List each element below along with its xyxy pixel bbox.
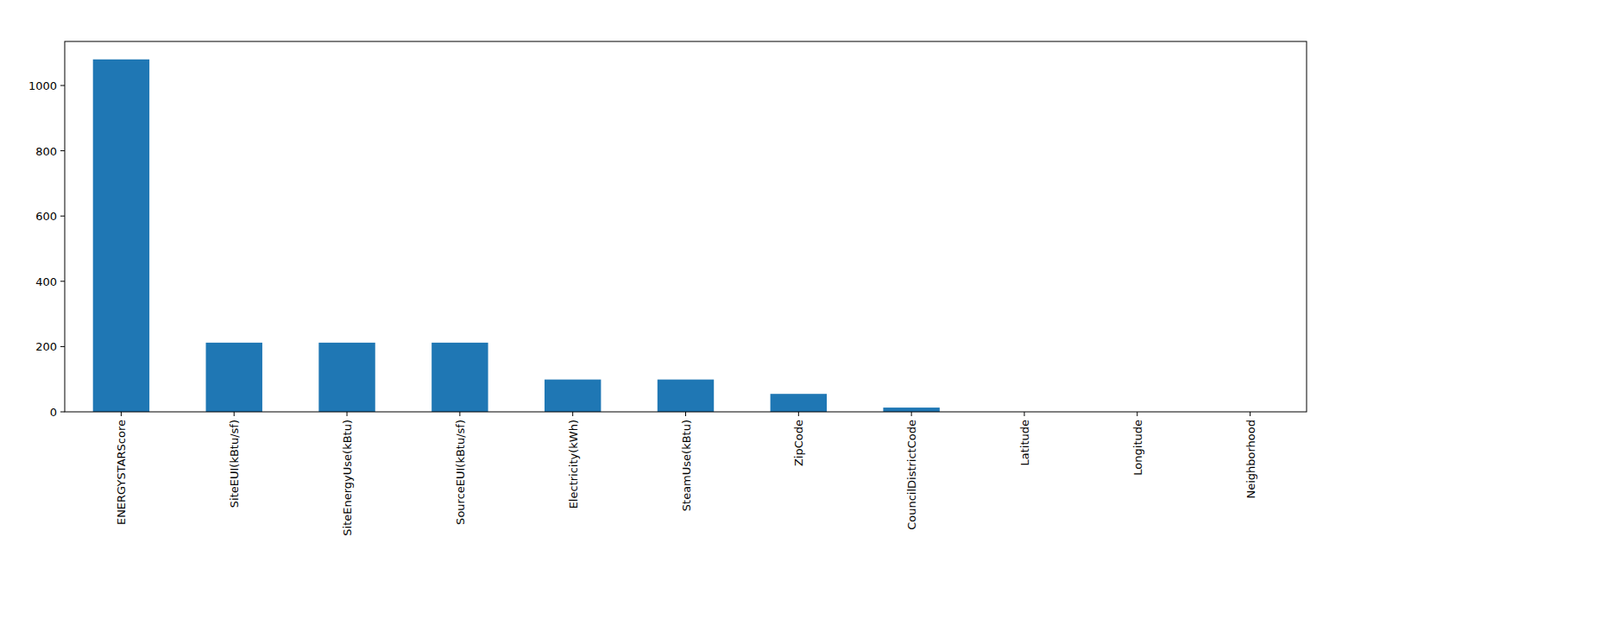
bar [770,393,827,412]
bar [544,379,601,412]
x-tick-label: Neighborhood [1244,419,1258,499]
x-tick [233,411,235,416]
y-tick [60,346,65,347]
x-tick [685,411,687,416]
bar [318,342,375,412]
y-tick [60,215,65,217]
chart: 0 200 400 600 800 1000 ENERGYSTARScore SiteEUI(… [0,0,1600,632]
bar [431,342,488,412]
y-tick-label: 600 [35,209,57,223]
x-tick [572,411,574,416]
x-tick-label: SteamUse(kBtu) [680,419,693,511]
x-tick-label: Latitude [1018,419,1032,467]
x-tick-label: SourceEUI(kBtu/sf) [453,419,467,525]
bar [93,59,150,412]
bar [882,407,939,412]
x-tick-label: ZipCode [792,419,806,467]
x-tick [1249,411,1251,416]
y-tick-label: 800 [35,144,57,158]
x-tick-label: CouncilDistrictCode [905,419,919,530]
x-tick [1023,411,1025,416]
y-tick [60,85,65,87]
x-tick [120,411,122,416]
y-tick-label: 200 [35,340,57,353]
bar [657,379,714,412]
x-tick [346,411,348,416]
x-tick-label: SiteEUI(kBtu/sf) [227,419,241,508]
x-tick [911,411,913,416]
y-tick [60,411,65,413]
x-tick [798,411,800,416]
plot-area [64,41,1307,412]
y-tick [60,280,65,282]
y-tick-label: 0 [50,405,57,419]
x-tick-label: Electricity(kWh) [566,419,580,509]
y-tick [60,150,65,152]
y-tick-label: 400 [35,275,57,289]
x-tick [1136,411,1138,416]
bar [206,342,263,412]
bars [93,59,940,412]
x-tick-label: Longitude [1131,419,1145,476]
x-tick [459,411,460,416]
y-tick-label: 1000 [28,79,57,93]
x-tick-label: SiteEnergyUse(kBtu) [340,419,354,536]
axes-frame [64,41,1307,412]
x-tick-label: ENERGYSTARScore [114,419,128,525]
